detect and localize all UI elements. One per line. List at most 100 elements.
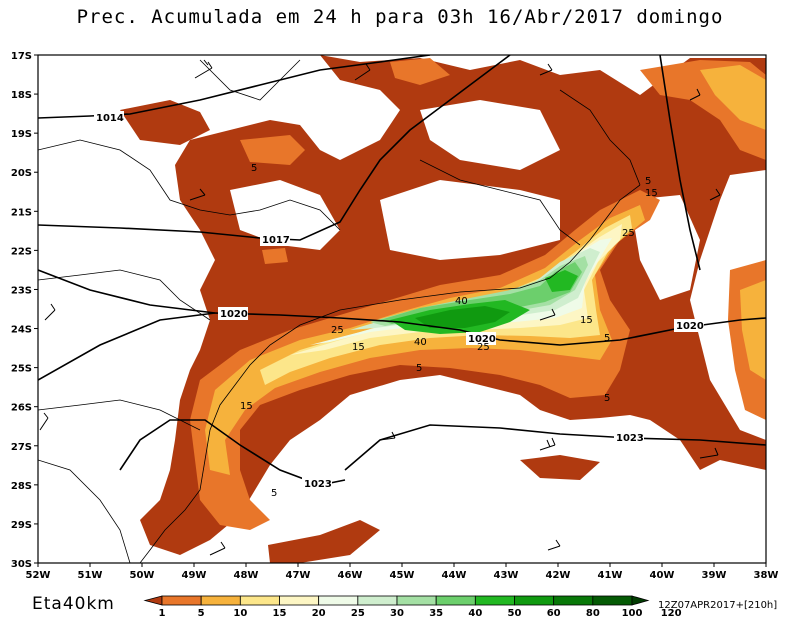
colorbar-box [279, 595, 320, 606]
precip-area-4 [520, 455, 600, 480]
colorbar-level-label: 15 [273, 608, 287, 618]
colorbar-box [161, 595, 202, 606]
isobar-lines [38, 55, 766, 486]
lat-tick-label: 27S [11, 442, 32, 453]
contour-labels: 5 5 5 5 5 15 25 40 40 25 15 15 25 15 5 [240, 163, 658, 499]
wind-barb [194, 59, 213, 79]
colorbar-level-label: 80 [586, 608, 600, 618]
latitude-axis: 17S 18S 19S 20S 21S 22S 23S 24S 25S 26S 27S 28S 29S 3… [11, 51, 38, 570]
longitude-axis: 52W 51W 50W 49W 48W 47W 46W 45W 44W 43W 42W 41W 40W 3… [26, 563, 778, 581]
isobar-1023-b [344, 424, 766, 471]
precip-area-12 [740, 280, 766, 380]
precip-area-3 [268, 520, 380, 563]
isobar-label: 1014 [96, 113, 124, 124]
colorbar-box [435, 595, 476, 606]
contour-label: 25 [622, 228, 635, 239]
colorbar-box [514, 595, 555, 606]
contour-label: 15 [352, 342, 365, 353]
coastline [139, 184, 641, 563]
lon-tick-label: 39W [702, 570, 727, 581]
isobar-label: 1020 [676, 321, 704, 332]
wind-barb [189, 188, 206, 201]
precip-field [120, 55, 766, 563]
colorbar-box [357, 595, 398, 606]
precip-area-16 [310, 238, 612, 345]
lon-tick-label: 45W [390, 570, 415, 581]
contour-label: 5 [604, 333, 610, 344]
lat-tick-label: 28S [11, 481, 32, 492]
precip-area-13 [700, 65, 766, 130]
colorbar-level-label: 50 [508, 608, 522, 618]
precip-area-6 [240, 135, 305, 165]
colorbar-arrow-left [143, 595, 163, 606]
wind-barb [539, 308, 556, 321]
isobar-1017 [38, 55, 511, 241]
colorbar-level-label: 100 [622, 608, 643, 618]
state-border-3 [38, 399, 201, 431]
isobar-labels: 1014 1017 1020 1020 1020 1023 1023 [94, 111, 704, 490]
wind-barb [539, 63, 553, 76]
precip-area-19 [380, 262, 582, 324]
run-info: 12Z07APR2017+[210h] [658, 600, 778, 611]
colorbar-box [239, 595, 280, 606]
wind-barb [209, 541, 226, 556]
colorbar-box [553, 595, 594, 606]
colorbar-level-label: 60 [547, 608, 561, 618]
isobar-label: 1023 [304, 479, 332, 490]
contour-label: 5 [416, 363, 422, 374]
colorbar-level-label: 20 [312, 608, 326, 618]
precip-area-10 [262, 248, 288, 264]
wind-barb [709, 188, 721, 201]
lat-tick-label: 17S [11, 51, 32, 62]
isobar-1020-c [659, 55, 701, 271]
wind-barb [689, 88, 701, 101]
colorbar-level-label: 40 [468, 608, 482, 618]
wind-barb [44, 303, 56, 321]
contour-label: 5 [271, 488, 277, 499]
precip-gap-1 [230, 180, 340, 250]
colorbar: 1 5 10 15 20 25 30 35 40 50 60 80 100 120 [143, 595, 682, 618]
state-border-1 [38, 139, 341, 231]
lon-tick-label: 52W [26, 570, 51, 581]
precip-area-17 [350, 248, 600, 330]
lat-tick-label: 20S [11, 168, 32, 179]
wind-barb [547, 539, 561, 551]
lat-tick-label: 24S [11, 325, 32, 336]
lat-tick-label: 29S [11, 520, 32, 531]
lon-tick-label: 43W [494, 570, 519, 581]
lon-tick-label: 42W [546, 570, 571, 581]
contour-label: 15 [645, 188, 658, 199]
contour-label: 25 [477, 342, 490, 353]
lon-tick-label: 50W [130, 570, 155, 581]
contour-label: 15 [240, 401, 253, 412]
isobar-label: 1020 [220, 309, 248, 320]
lat-tick-label: 22S [11, 246, 32, 257]
lat-tick-label: 21S [11, 207, 32, 218]
model-label: Eta40km [32, 594, 115, 614]
colorbar-level-label: 25 [351, 608, 365, 618]
wind-barb [699, 447, 719, 459]
contour-label: 25 [331, 325, 344, 336]
lat-tick-label: 26S [11, 403, 32, 414]
lon-tick-label: 48W [234, 570, 259, 581]
lon-tick-label: 40W [650, 570, 675, 581]
wind-barb [354, 63, 371, 81]
precip-area-7 [390, 58, 450, 85]
lat-tick-label: 19S [11, 129, 32, 140]
colorbar-box [318, 595, 359, 606]
colorbar-level-label: 35 [429, 608, 443, 618]
lon-tick-label: 49W [182, 570, 207, 581]
lat-tick-label: 25S [11, 364, 32, 375]
state-border-2 [38, 269, 211, 321]
colorbar-level-label: 120 [661, 608, 682, 618]
state-border-7 [38, 459, 131, 563]
wind-barb [539, 437, 556, 451]
isobar-1020-b [38, 269, 216, 314]
colorbar-box [474, 595, 515, 606]
lat-tick-label: 30S [11, 559, 32, 570]
wind-barbs [39, 59, 721, 556]
lon-tick-label: 47W [286, 570, 311, 581]
lon-tick-label: 44W [442, 570, 467, 581]
isobar-label: 1023 [616, 433, 644, 444]
